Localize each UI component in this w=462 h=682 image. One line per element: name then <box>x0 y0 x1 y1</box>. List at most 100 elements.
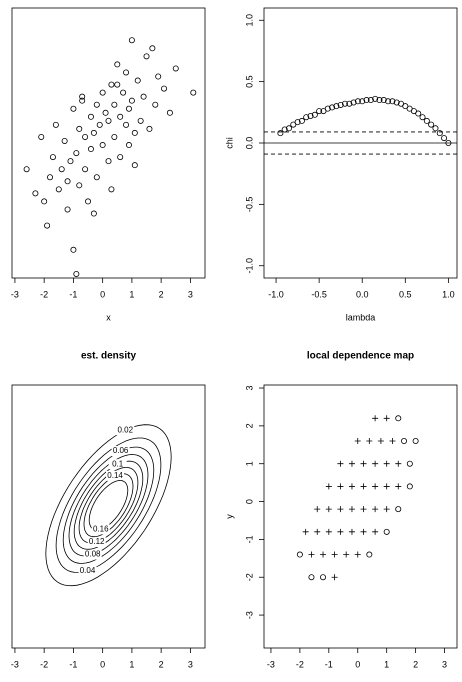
point <box>190 89 197 96</box>
x-tick-label: -1 <box>69 659 77 669</box>
contour-label: 0.08 <box>85 550 101 559</box>
x-tick-label: -3 <box>267 659 275 669</box>
plus-point <box>348 528 355 535</box>
point <box>166 109 173 116</box>
point <box>412 438 419 445</box>
point <box>131 162 138 169</box>
point <box>307 113 314 120</box>
contour-line <box>45 424 172 587</box>
point <box>125 105 132 112</box>
y-axis-label: y <box>224 514 234 519</box>
point <box>55 186 62 193</box>
y-tick-label: 0.5 <box>244 75 254 88</box>
point <box>436 130 443 137</box>
point <box>67 158 74 165</box>
contour-label-bg <box>116 425 135 436</box>
point <box>44 222 51 229</box>
plus-point <box>372 483 379 490</box>
contour-line <box>55 437 162 573</box>
point <box>419 114 426 121</box>
point <box>125 142 132 149</box>
point <box>49 154 56 161</box>
point <box>79 93 86 100</box>
plus-point <box>325 483 332 490</box>
contour-label: 0.12 <box>89 537 105 546</box>
x-tick-label: -3 <box>11 659 19 669</box>
plot-box <box>263 384 458 649</box>
point <box>52 121 59 128</box>
point <box>90 210 97 217</box>
point <box>385 98 392 105</box>
plus-point <box>383 415 390 422</box>
point <box>108 186 115 193</box>
plus-point <box>348 506 355 513</box>
point <box>445 139 452 146</box>
point <box>41 198 48 205</box>
plus-point <box>337 506 344 513</box>
x-tick-label: 0.0 <box>356 289 369 299</box>
point <box>428 121 435 128</box>
plus-point <box>314 506 321 513</box>
point <box>47 174 54 181</box>
point <box>155 73 162 80</box>
y-tick-label: -0.5 <box>244 197 254 213</box>
point <box>73 150 80 157</box>
plot-box <box>11 7 206 279</box>
x-tick-label: -3 <box>11 289 19 299</box>
y-tick-label: -3 <box>244 611 254 619</box>
point <box>117 154 124 161</box>
point <box>73 270 80 277</box>
y-tick-label: 0 <box>244 499 254 504</box>
point <box>320 574 327 581</box>
x-tick-label: 2 <box>159 289 164 299</box>
x-tick-label: 0 <box>100 659 105 669</box>
point <box>111 101 118 108</box>
plus-point <box>343 551 350 558</box>
point <box>372 95 379 102</box>
plus-point <box>395 483 402 490</box>
plus-point <box>360 460 367 467</box>
point <box>363 97 370 104</box>
point <box>308 574 315 581</box>
x-tick-label: -2 <box>296 659 304 669</box>
point <box>324 105 331 112</box>
point <box>114 61 121 68</box>
point <box>366 551 373 558</box>
plus-point <box>314 528 321 535</box>
x-tick-label: 0 <box>355 659 360 669</box>
point <box>354 98 361 105</box>
point <box>298 117 305 124</box>
x-axis-label: lambda <box>346 312 376 322</box>
plus-point <box>331 574 338 581</box>
point <box>96 121 103 128</box>
plus-point <box>308 551 315 558</box>
x-tick-label: 3 <box>188 289 193 299</box>
x-tick-label: 3 <box>188 659 193 669</box>
point <box>111 133 118 140</box>
point <box>70 105 77 112</box>
point <box>152 101 159 108</box>
x-tick-label: 0.5 <box>399 289 412 299</box>
point <box>64 178 71 185</box>
point <box>406 483 413 490</box>
plus-point <box>302 528 309 535</box>
plus-point <box>331 551 338 558</box>
point <box>82 133 89 140</box>
point <box>93 101 100 108</box>
y-tick-label: 2 <box>244 423 254 428</box>
point <box>395 415 402 422</box>
contour-line <box>68 454 149 557</box>
point <box>389 98 396 105</box>
x-tick-label: -1 <box>69 289 77 299</box>
y-tick-label: 1.0 <box>244 14 254 27</box>
point <box>79 97 86 104</box>
point <box>105 158 112 165</box>
panel-title: est. density <box>81 351 136 362</box>
plus-point <box>360 483 367 490</box>
contour-label: 0.1 <box>112 459 124 468</box>
point <box>311 111 318 118</box>
point <box>161 85 168 92</box>
point <box>123 69 130 76</box>
y-tick-label: 0.0 <box>244 137 254 150</box>
point <box>415 110 422 117</box>
